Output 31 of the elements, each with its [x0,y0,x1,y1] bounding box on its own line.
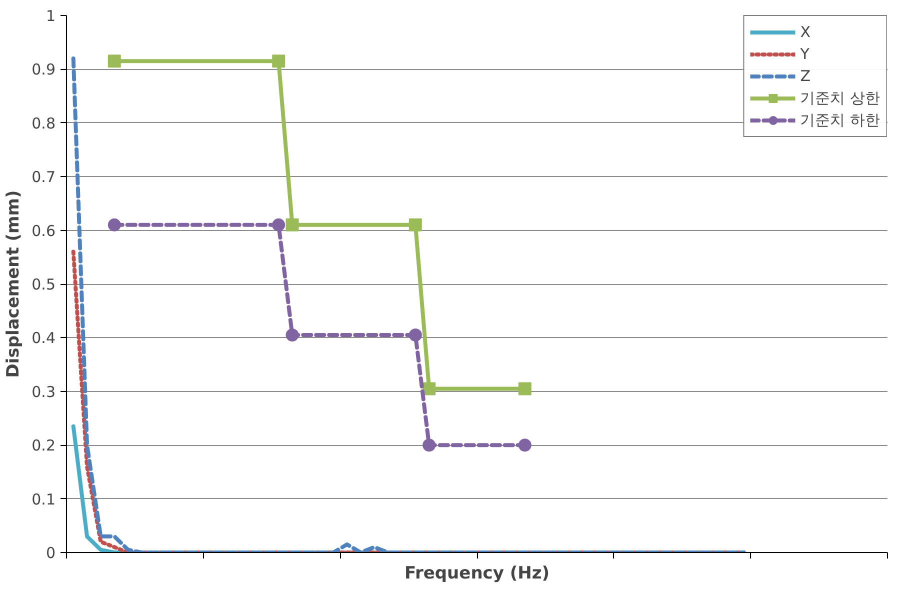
point [422,438,436,452]
point [518,382,532,396]
x-axis-title: Frequency (Hz) [404,564,550,584]
y-tick-label: 0.4 [32,329,56,348]
point [286,218,299,232]
y-axis-title: Displacement (mm) [4,190,24,378]
y-tick-label: 0.1 [32,490,56,508]
point [272,218,286,232]
point [518,438,532,452]
line-series [71,56,746,552]
y-tick-label: 0.9 [32,60,56,79]
y-tick-label: 0.7 [32,168,56,186]
y-tick-label: 0.6 [32,222,56,240]
y-tick-label: 0.8 [32,114,56,132]
point [422,382,436,396]
y-tick-label: 0.5 [32,276,56,294]
legend-label: 기준치 상한 [800,88,880,108]
y-tick-label: 0.3 [32,382,56,401]
legend-label: X [800,23,812,41]
legend-label: Y [800,45,810,63]
point [272,54,286,68]
y-tick-label: 0 [46,544,56,562]
point [286,328,299,342]
legend-label: Z [800,67,812,85]
legend-label: 기준치 하한 [800,110,880,130]
point [108,218,121,232]
point [408,328,422,342]
y-tick-label: 0.2 [32,436,56,455]
point [408,218,422,232]
y-tick-label: 1 [46,7,56,25]
point [108,54,121,68]
